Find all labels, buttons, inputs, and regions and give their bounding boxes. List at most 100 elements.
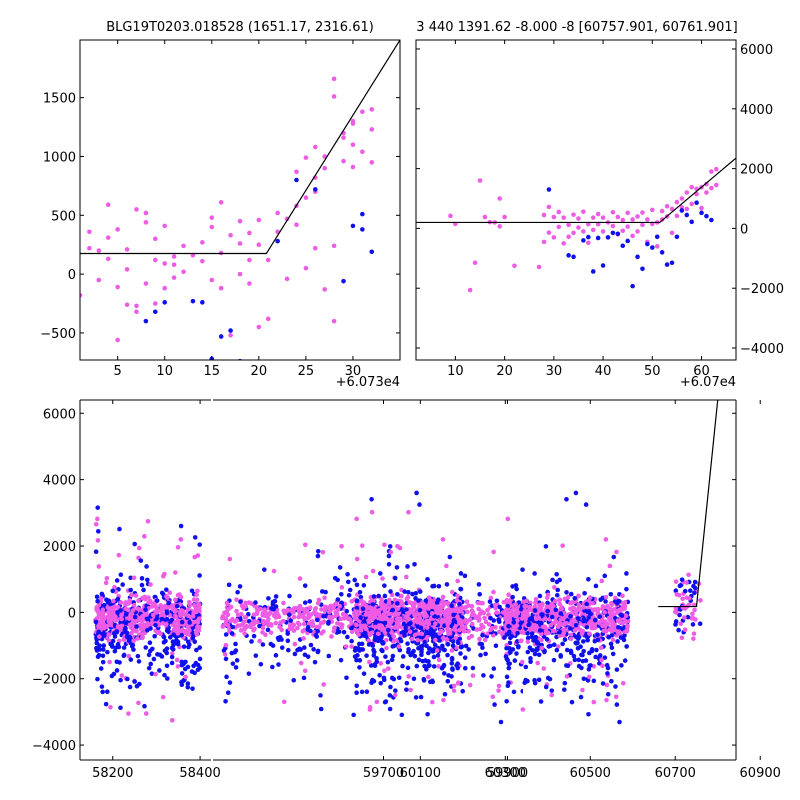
panel3-seg0-point-magenta (103, 580, 109, 586)
panel3-seg2-point-blue (356, 641, 362, 647)
panel3-seg0-point-blue (96, 629, 101, 635)
panel1-x-tick-label: 10 (156, 364, 173, 379)
panel3-seg0-point-magenta (100, 620, 105, 625)
panel3-seg1-point-magenta (329, 634, 334, 639)
panel3-seg0-point-magenta (98, 599, 104, 604)
panel3-seg2-point-magenta (602, 609, 607, 615)
panel3-seg2-point-blue (581, 676, 587, 682)
panel3-seg2-point-magenta (406, 611, 412, 616)
panel3-seg0-point-magenta (170, 607, 176, 612)
panel3-seg1-point-blue (493, 643, 499, 649)
panel3-seg0-point-blue (118, 572, 124, 578)
panel3-seg2-point-blue (423, 598, 429, 603)
panel3-seg1-point-blue (347, 587, 353, 593)
panel3-seg1-point-magenta (297, 622, 302, 627)
panel3-seg0-point-blue (174, 640, 180, 646)
panel3-seg2-point-blue (371, 594, 377, 599)
panel3-seg2-point-magenta (580, 687, 585, 693)
panel3-seg0-point-magenta (194, 609, 199, 615)
panel3-seg2-point-blue (564, 496, 569, 502)
panel3-seg2-point-magenta (539, 645, 544, 651)
panel3-seg0-point-blue (164, 646, 170, 651)
panel3-seg2-point-blue (551, 642, 557, 648)
panel3-seg2-point-blue (354, 605, 360, 611)
panel3-seg2-point-blue (412, 561, 417, 567)
panel3-seg1-point-magenta (378, 661, 384, 666)
panel3-seg0-point-magenta (160, 620, 165, 626)
panel3-seg2-point-magenta (419, 631, 425, 637)
panel3-seg0-point-magenta (142, 594, 148, 600)
panel2-point-magenta (561, 215, 566, 220)
panel3-seg0-point-blue (166, 629, 171, 634)
panel3-seg0-point-blue (100, 659, 106, 665)
panel3-seg0-point-blue (187, 620, 192, 625)
panel3-seg2-point-blue (382, 593, 388, 599)
panel3-seg2-point-blue (582, 590, 587, 596)
panel2-point-blue (605, 235, 611, 240)
panel3-seg0-point-blue (139, 576, 145, 581)
panel3-seg2-point-blue (511, 689, 517, 695)
panel3-seg1-point-magenta (328, 603, 334, 609)
panel3-seg0-point-magenta (95, 516, 100, 522)
panel3-seg2-point-blue (527, 645, 533, 650)
panel3-seg2-point-blue (430, 649, 435, 654)
panel3-seg1-point-blue (237, 584, 243, 589)
panel1-point-magenta (312, 144, 318, 150)
panel3-seg1-point-magenta (310, 623, 316, 629)
panel3-seg2-point-blue (533, 634, 538, 640)
panel3-seg2-point-blue (537, 628, 543, 633)
panel3-seg2-point-blue (532, 651, 538, 657)
panel3-seg0-point-blue (164, 610, 170, 616)
panel3-seg1-point-blue (345, 579, 351, 585)
panel3-seg2-point-magenta (586, 674, 592, 680)
panel3-seg0-point-magenta (183, 674, 188, 680)
panel3-seg0-point-magenta (143, 711, 149, 716)
panel1-point-magenta (331, 76, 337, 82)
panel3-seg1-point-blue (449, 655, 455, 661)
panel3-seg0-point-blue (179, 662, 185, 668)
panel3-seg2-point-blue (431, 654, 437, 660)
panel3-seg1-point-blue (251, 633, 257, 639)
panel3-seg2-point-blue (608, 591, 614, 597)
panel2-point-blue (669, 260, 675, 266)
panel3-seg2-point-magenta (555, 644, 561, 649)
panel3-seg1-point-blue (400, 663, 405, 669)
panel2-point-magenta (600, 229, 606, 234)
panel3-seg2-point-blue (573, 622, 579, 628)
panel3-seg2-point-magenta (684, 595, 690, 600)
panel3-seg2-point-blue (505, 683, 511, 689)
panel3-seg2-point-magenta (523, 616, 528, 622)
panel3-seg0-point-magenta (140, 618, 145, 624)
panel3-seg2-point-magenta (553, 614, 558, 620)
panel1-point-magenta (124, 247, 130, 252)
panel3-seg2-point-magenta (552, 585, 557, 590)
panel3-seg0-point-blue (137, 681, 142, 687)
panel3-seg2-point-blue (573, 634, 579, 640)
panel3-seg0-point-blue (192, 639, 198, 645)
panel3-seg2-point-magenta (698, 598, 703, 603)
panel3-y-tick-label: 0 (68, 606, 76, 621)
panel3-seg2-point-magenta (420, 621, 426, 627)
panel2-point-blue (659, 250, 665, 255)
panel3-seg2-point-magenta (587, 620, 592, 626)
panel3-seg0-point-blue (115, 642, 121, 647)
panel3-seg1-point-magenta (223, 642, 229, 648)
panel3-seg1-point-magenta (243, 615, 249, 620)
panel3-seg1-point-blue (492, 702, 497, 707)
panel3-seg2-point-magenta (451, 683, 457, 689)
panel2-point-magenta (551, 235, 557, 240)
panel3-seg1-point-blue (279, 645, 285, 650)
panel3-seg2-point-blue (451, 612, 456, 618)
panel3-seg1-point-blue (225, 690, 231, 696)
panel3-seg1-point-blue (402, 589, 408, 594)
panel3-seg2-point-blue (575, 616, 581, 621)
panel3-seg2-point-blue (571, 653, 577, 659)
panel2-y-tick-label: 2000 (740, 163, 773, 178)
panel3-seg1-point-magenta (260, 625, 266, 631)
panel3-seg1-point-magenta (488, 595, 494, 601)
panel3-seg2-point-magenta (417, 615, 423, 620)
panel3-seg2-point-blue (609, 645, 615, 651)
panel3-seg0-point-blue (157, 668, 162, 673)
panel3-seg1-point-blue (318, 706, 324, 712)
